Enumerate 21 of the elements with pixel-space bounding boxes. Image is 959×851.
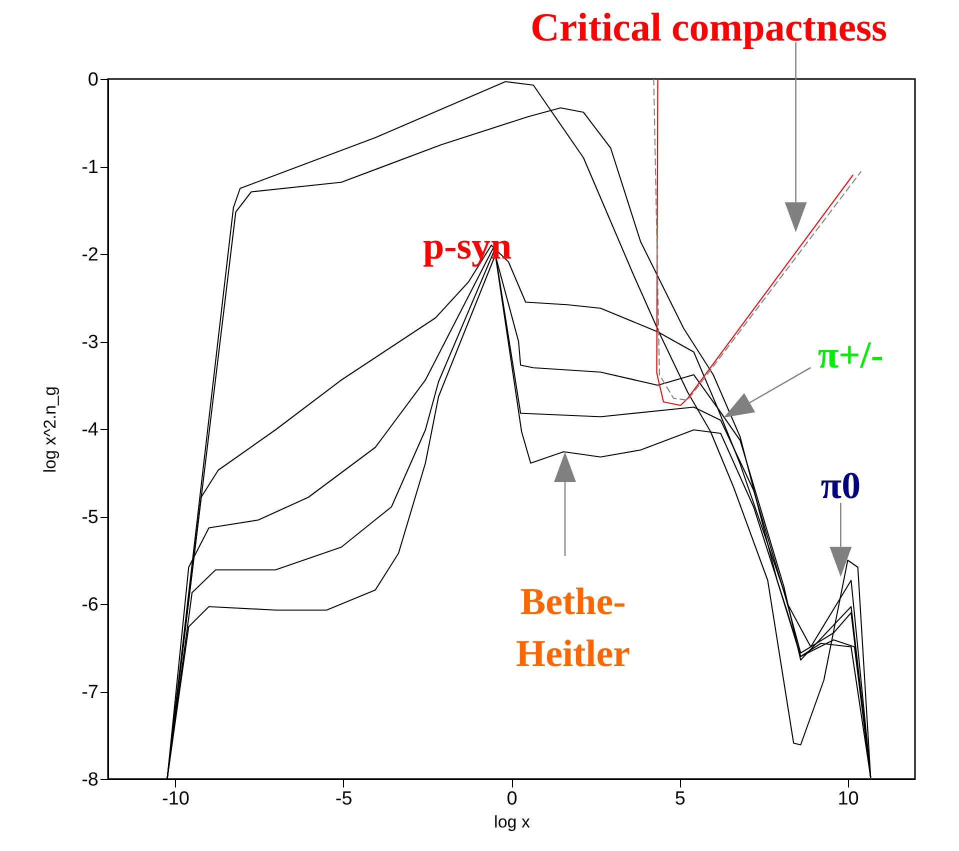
y-tick-label: -5 xyxy=(82,507,98,528)
y-tick-label: -4 xyxy=(82,420,99,440)
y-tick-label: -8 xyxy=(82,770,98,790)
x-tick-label: 5 xyxy=(674,788,686,810)
series-label: Critical compactness xyxy=(530,4,888,50)
annotation: π+/- xyxy=(818,334,884,377)
x-tick-label: -5 xyxy=(335,788,352,810)
y-tick-label: -1 xyxy=(82,157,98,178)
y-tick-label: 0 xyxy=(88,70,98,90)
annotation: p-syn xyxy=(422,226,512,268)
annotation: Bethe- Heitler xyxy=(516,581,630,675)
y-tick-label: -6 xyxy=(82,594,98,616)
y-axis-title: log x^2.n_g xyxy=(40,386,60,473)
y-tick-label: -2 xyxy=(82,244,98,266)
x-tick-label: -10 xyxy=(162,788,190,810)
y-tick-label: -3 xyxy=(82,332,98,353)
x-tick-label: 0 xyxy=(506,788,518,810)
y-tick-label: -7 xyxy=(82,682,98,703)
x-tick-label: 10 xyxy=(838,788,859,810)
annotation: π0 xyxy=(820,464,861,507)
x-axis-title: log x xyxy=(494,812,530,832)
